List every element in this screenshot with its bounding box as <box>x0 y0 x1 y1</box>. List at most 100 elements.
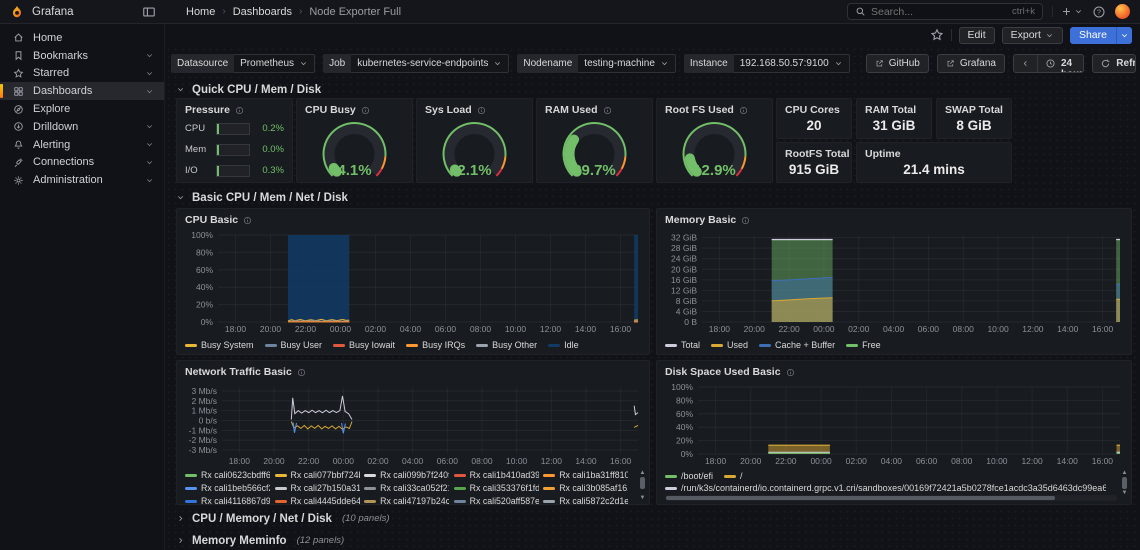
legend-item[interactable]: Rx cali1ba31ff8100 <box>543 470 628 480</box>
variable-value-dropdown[interactable]: kubernetes-service-endpoints <box>351 53 510 73</box>
legend-item[interactable]: Rx cali1b410ad395c <box>453 470 539 480</box>
info-icon[interactable] <box>243 216 252 225</box>
sidebar-item-dashboards[interactable]: Dashboards <box>0 82 164 101</box>
row-header-memory-meminfo[interactable]: Memory Meminfo (12 panels) <box>176 533 344 548</box>
panel-title[interactable]: Root FS Used <box>665 104 748 116</box>
brand[interactable]: Grafana <box>10 5 142 19</box>
sidebar-item-administration[interactable]: Administration <box>0 171 164 189</box>
refresh-button[interactable]: Refresh <box>1093 55 1135 72</box>
legend-item[interactable]: Busy User <box>264 340 322 350</box>
panel-title[interactable]: Pressure <box>185 104 244 116</box>
panel-uptime: Uptime 21.4 mins <box>856 142 1012 183</box>
help-icon[interactable] <box>1092 5 1106 19</box>
row-header-basic[interactable]: Basic CPU / Mem / Net / Disk <box>176 190 348 205</box>
breadcrumb-home[interactable]: Home <box>186 5 216 18</box>
legend-item[interactable]: Busy IRQs <box>406 340 465 350</box>
sidebar-item-alerting[interactable]: Alerting <box>0 136 164 154</box>
breadcrumb-dashboards[interactable]: Dashboards <box>232 5 293 18</box>
legend-label: Rx cali4116867d97a <box>201 496 271 504</box>
legend-item[interactable]: Rx cali5872c2d1eae <box>543 496 628 504</box>
row-header-cpu-memory-net-disk[interactable]: CPU / Memory / Net / Disk (10 panels) <box>176 511 390 526</box>
info-icon[interactable] <box>297 368 306 377</box>
share-button[interactable]: Share <box>1069 26 1116 44</box>
search-box[interactable]: ctrl+k <box>847 3 1043 20</box>
ram-used-gauge: 29.7% <box>537 118 652 181</box>
legend-item[interactable]: Rx cali47197b24c60 <box>364 496 449 504</box>
row-title: Basic CPU / Mem / Net / Disk <box>192 191 348 204</box>
legend-item[interactable]: Rx cali520aff587e9 <box>453 496 539 504</box>
panel-title[interactable]: RAM Used <box>545 104 612 116</box>
legend-item[interactable]: /boot/efi <box>665 471 713 481</box>
svg-text:08:00: 08:00 <box>951 456 973 466</box>
edit-button[interactable]: Edit <box>958 26 995 44</box>
legend-label: Busy Other <box>492 340 538 350</box>
panel-title[interactable]: SWAP Total <box>945 104 1003 116</box>
legend-item[interactable]: / <box>724 471 743 481</box>
panel-title[interactable]: CPU Basic <box>185 214 252 226</box>
svg-text:8 GiB: 8 GiB <box>676 296 698 306</box>
sidebar-item-drilldown[interactable]: Drilldown <box>0 118 164 136</box>
search-input[interactable] <box>871 5 1008 18</box>
legend-swatch <box>543 486 556 490</box>
legend-item[interactable]: Free <box>846 340 881 350</box>
legend-item[interactable]: Rx cali27b150a3139 <box>274 483 360 493</box>
panel-title[interactable]: Memory Basic <box>665 214 750 226</box>
variable-value-dropdown[interactable]: testing-machine <box>578 53 676 73</box>
panel-title[interactable]: Network Traffic Basic <box>185 366 306 378</box>
info-icon[interactable] <box>786 368 795 377</box>
info-icon[interactable] <box>361 106 370 115</box>
legend-item[interactable]: /run/k3s/containerd/io.containerd.grpc.v… <box>665 483 1106 493</box>
legend-item[interactable]: Rx cali077bbf724b1 <box>274 470 360 480</box>
toolbar-divider <box>950 29 952 41</box>
panel-title[interactable]: Sys Load <box>425 104 486 116</box>
legend-scrollbar[interactable]: ▲ ▼ <box>1121 470 1128 496</box>
legend-item[interactable]: Busy Other <box>476 340 537 350</box>
legend-horizontal-scrollbar[interactable] <box>665 495 1117 501</box>
legend-scrollbar[interactable]: ▲ ▼ <box>639 470 646 501</box>
panel-title[interactable]: CPU Cores <box>785 104 840 116</box>
row-header-quick[interactable]: Quick CPU / Mem / Disk <box>176 82 321 97</box>
legend-item[interactable]: Rx cali4116867d97a <box>185 496 270 504</box>
panel-title[interactable]: Uptime <box>865 148 901 160</box>
legend-item[interactable]: Rx cali353376f1fd6 <box>453 483 539 493</box>
legend-item[interactable]: Rx cali4445dde64fc <box>274 496 360 504</box>
sidebar-item-home[interactable]: Home <box>0 29 164 47</box>
legend-item[interactable]: Total <box>665 340 700 350</box>
legend-item[interactable]: Rx cali0623cbdff66 <box>185 470 270 480</box>
legend-item[interactable]: Busy System <box>185 340 254 350</box>
sidebar-toggle-button[interactable] <box>142 5 164 19</box>
legend-item[interactable]: Rx cali33ca052f21c <box>364 483 449 493</box>
export-button[interactable]: Export <box>1001 26 1063 44</box>
legend-item[interactable]: Used <box>711 340 748 350</box>
panel-title[interactable]: Disk Space Used Basic <box>665 366 795 378</box>
sidebar-item-bookmarks[interactable]: Bookmarks <box>0 47 164 65</box>
variable-value-dropdown[interactable]: 192.168.50.57:9100 <box>733 53 850 73</box>
sidebar-item-label: Connections <box>33 156 95 169</box>
panel-title[interactable]: CPU Busy <box>305 104 370 116</box>
panel-title[interactable]: RootFS Total <box>785 148 850 160</box>
avatar[interactable] <box>1115 4 1130 19</box>
info-icon[interactable] <box>741 216 750 225</box>
grafana-link-button[interactable]: Grafana <box>936 53 1005 73</box>
variable-value-dropdown[interactable]: Prometheus <box>234 53 316 73</box>
panel-title[interactable]: RAM Total <box>865 104 916 116</box>
legend-item[interactable]: Cache + Buffer <box>759 340 835 350</box>
legend-item[interactable]: Rx cali099b7f240f5 <box>364 470 449 480</box>
legend-item[interactable]: Rx cali1beb566cf22 <box>185 483 270 493</box>
info-icon[interactable] <box>739 106 748 115</box>
legend-item[interactable]: Busy Iowait <box>333 340 395 350</box>
info-icon[interactable] <box>235 106 244 115</box>
sidebar-item-starred[interactable]: Starred <box>0 65 164 83</box>
share-menu-button[interactable] <box>1116 26 1132 44</box>
sidebar-item-explore[interactable]: Explore <box>0 100 164 118</box>
favorite-star-button[interactable] <box>930 28 944 42</box>
info-icon[interactable] <box>603 106 612 115</box>
github-link-button[interactable]: GitHub <box>865 53 929 73</box>
sidebar-item-connections[interactable]: Connections <box>0 154 164 172</box>
legend-item[interactable]: Rx cali3b085af1610 <box>543 483 628 493</box>
time-range-button[interactable]: Last 24 hours <box>1036 54 1083 72</box>
legend-item[interactable]: Idle <box>548 340 579 350</box>
info-icon[interactable] <box>477 106 486 115</box>
time-shift-back-button[interactable] <box>1014 55 1037 72</box>
new-menu-button[interactable] <box>1052 6 1083 17</box>
